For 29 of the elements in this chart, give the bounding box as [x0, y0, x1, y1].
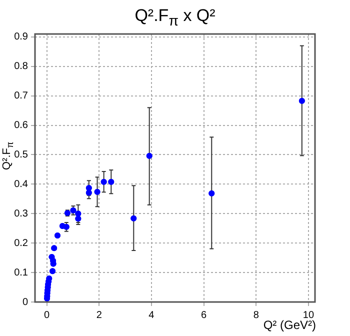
- y-tick-label: 0.3: [14, 208, 28, 220]
- point: [130, 215, 137, 222]
- y-tick-label: 0.9: [14, 32, 28, 43]
- chart-title: Q².F$_{π}$ x Q²: [134, 6, 216, 30]
- x-tick-label: 2: [96, 310, 102, 321]
- x-tick-label: 10: [302, 310, 314, 321]
- point: [208, 190, 215, 196]
- point: [54, 232, 61, 238]
- y-tick-label: 0.5: [14, 149, 28, 160]
- point: [100, 178, 107, 185]
- y-tick-label: 0.8: [14, 61, 28, 72]
- y-tick-label: 0: [22, 296, 28, 308]
- y-tick-label: 0.6: [14, 120, 28, 132]
- y-tick-label: 0.7: [14, 90, 28, 102]
- point: [75, 216, 82, 222]
- x-tick-label: 0: [44, 310, 50, 321]
- point: [50, 268, 56, 274]
- y-tick-label: 0.2: [14, 238, 28, 249]
- x-tick-label: 4: [148, 310, 155, 321]
- y-tick-label: 0.4: [14, 178, 28, 190]
- x-tick-label: 6: [201, 310, 208, 321]
- y-tick-label: 0.1: [14, 267, 28, 278]
- point: [146, 152, 152, 159]
- x-axis-title: Q² (GeV²): [263, 318, 316, 332]
- point: [298, 98, 305, 104]
- point: [108, 178, 114, 185]
- point: [51, 245, 58, 252]
- x-tick-label: 8: [253, 310, 260, 321]
- point: [94, 188, 100, 195]
